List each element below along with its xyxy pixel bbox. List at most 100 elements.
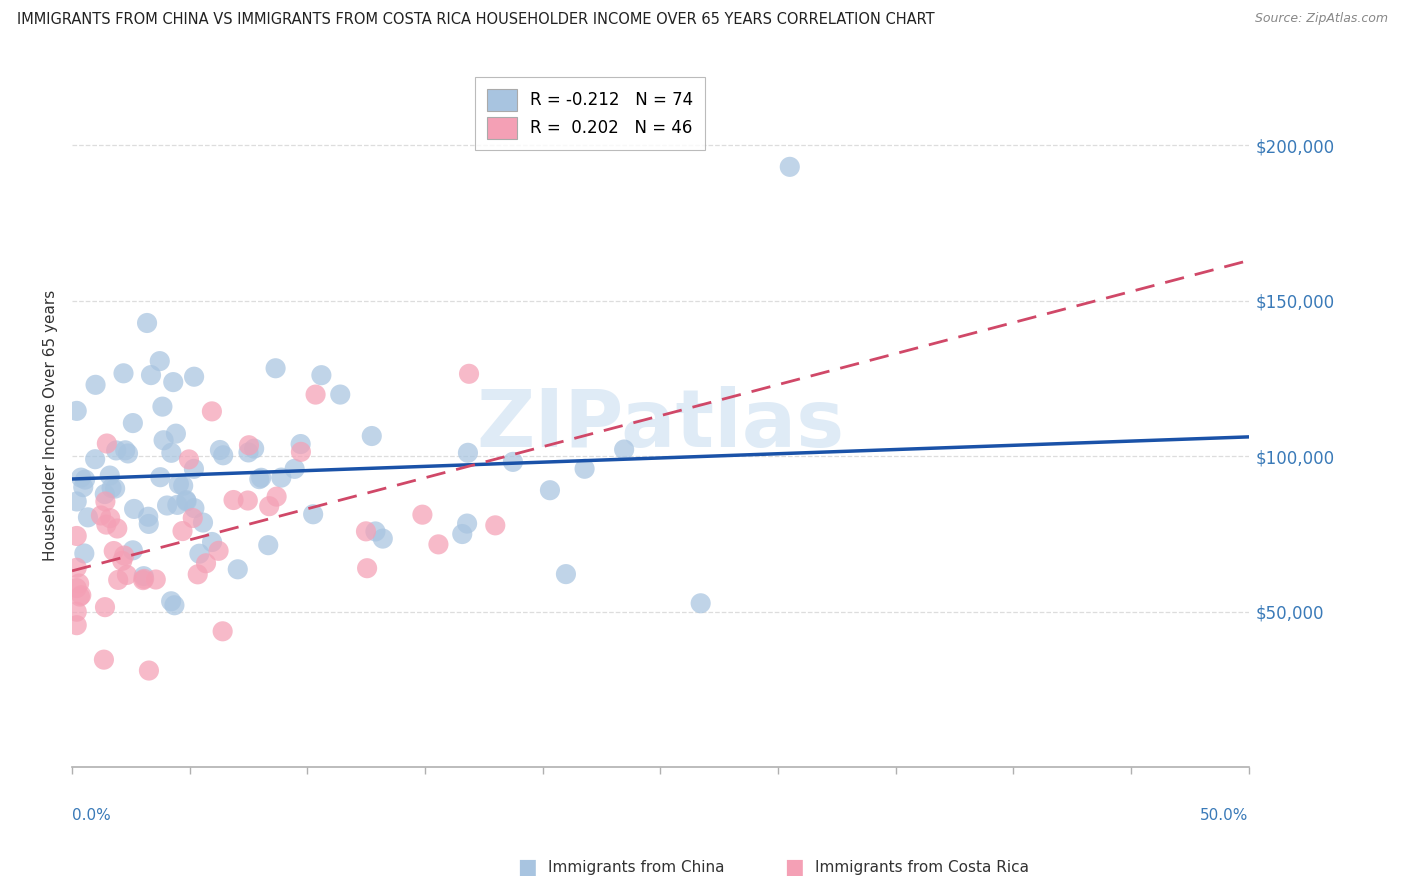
Point	[238, 438, 260, 452]
Point	[613, 442, 636, 457]
Point	[172, 524, 194, 538]
Point	[72, 480, 94, 494]
Point	[98, 511, 121, 525]
Point	[165, 426, 187, 441]
Point	[84, 377, 107, 392]
Point	[66, 494, 89, 508]
Point	[183, 501, 205, 516]
Point	[356, 561, 378, 575]
Point	[100, 481, 122, 495]
Point	[121, 416, 143, 430]
Point	[132, 572, 155, 586]
Point	[122, 502, 145, 516]
Point	[364, 524, 387, 539]
Point	[156, 499, 179, 513]
Point	[181, 511, 204, 525]
Point	[187, 567, 209, 582]
Point	[502, 455, 524, 469]
Point	[111, 554, 134, 568]
Point	[152, 400, 174, 414]
Point	[73, 546, 96, 560]
Point	[329, 387, 352, 401]
Point	[457, 446, 479, 460]
Point	[93, 653, 115, 667]
Text: ■: ■	[785, 857, 804, 877]
Point	[160, 594, 183, 608]
Point	[238, 445, 260, 459]
Point	[160, 446, 183, 460]
Point	[145, 573, 167, 587]
Point	[96, 436, 118, 450]
Point	[66, 581, 89, 595]
Point	[226, 562, 249, 576]
Text: Immigrants from Costa Rica: Immigrants from Costa Rica	[815, 860, 1029, 874]
Point	[105, 521, 128, 535]
Text: Immigrants from China: Immigrants from China	[548, 860, 725, 874]
Point	[484, 518, 506, 533]
Point	[96, 517, 118, 532]
Point	[236, 493, 259, 508]
Point	[70, 470, 93, 484]
Point	[117, 446, 139, 460]
Point	[94, 494, 117, 508]
Point	[427, 537, 450, 551]
Point	[257, 538, 280, 552]
Point	[689, 596, 711, 610]
Point	[284, 462, 307, 476]
Point	[167, 477, 190, 491]
Point	[84, 452, 107, 467]
Point	[574, 462, 596, 476]
Point	[66, 605, 89, 619]
Point	[174, 493, 197, 508]
Point	[270, 470, 292, 484]
Legend: R = -0.212   N = 74, R =  0.202   N = 46: R = -0.212 N = 74, R = 0.202 N = 46	[475, 78, 704, 151]
Point	[290, 437, 312, 451]
Point	[67, 576, 90, 591]
Text: 50.0%: 50.0%	[1201, 808, 1249, 823]
Y-axis label: Householder Income Over 65 years: Householder Income Over 65 years	[44, 289, 58, 561]
Point	[411, 508, 433, 522]
Point	[138, 664, 160, 678]
Point	[266, 490, 288, 504]
Point	[257, 499, 280, 513]
Point	[66, 404, 89, 418]
Point	[264, 361, 287, 376]
Point	[201, 535, 224, 549]
Point	[149, 354, 172, 368]
Text: IMMIGRANTS FROM CHINA VS IMMIGRANTS FROM COSTA RICA HOUSEHOLDER INCOME OVER 65 Y: IMMIGRANTS FROM CHINA VS IMMIGRANTS FROM…	[17, 12, 935, 27]
Point	[112, 549, 135, 563]
Point	[183, 369, 205, 384]
Point	[166, 498, 188, 512]
Point	[94, 487, 117, 501]
Point	[208, 442, 231, 457]
Point	[247, 472, 270, 486]
Point	[555, 567, 578, 582]
Point	[77, 510, 100, 524]
Point	[66, 618, 89, 632]
Point	[212, 448, 235, 462]
Point	[201, 404, 224, 418]
Point	[69, 590, 91, 604]
Point	[98, 468, 121, 483]
Point	[183, 462, 205, 476]
Point	[107, 573, 129, 587]
Point	[163, 599, 186, 613]
Point	[104, 482, 127, 496]
Point	[779, 160, 801, 174]
Point	[103, 544, 125, 558]
Point	[132, 569, 155, 583]
Text: ZIPatlas: ZIPatlas	[477, 386, 845, 464]
Point	[115, 568, 138, 582]
Text: Source: ZipAtlas.com: Source: ZipAtlas.com	[1254, 12, 1388, 25]
Point	[94, 600, 117, 615]
Point	[136, 509, 159, 524]
Point	[222, 493, 245, 508]
Point	[195, 556, 218, 570]
Point	[121, 543, 143, 558]
Point	[302, 508, 325, 522]
Point	[207, 544, 229, 558]
Point	[176, 494, 198, 508]
Point	[66, 561, 89, 575]
Point	[138, 516, 160, 531]
Point	[172, 479, 194, 493]
